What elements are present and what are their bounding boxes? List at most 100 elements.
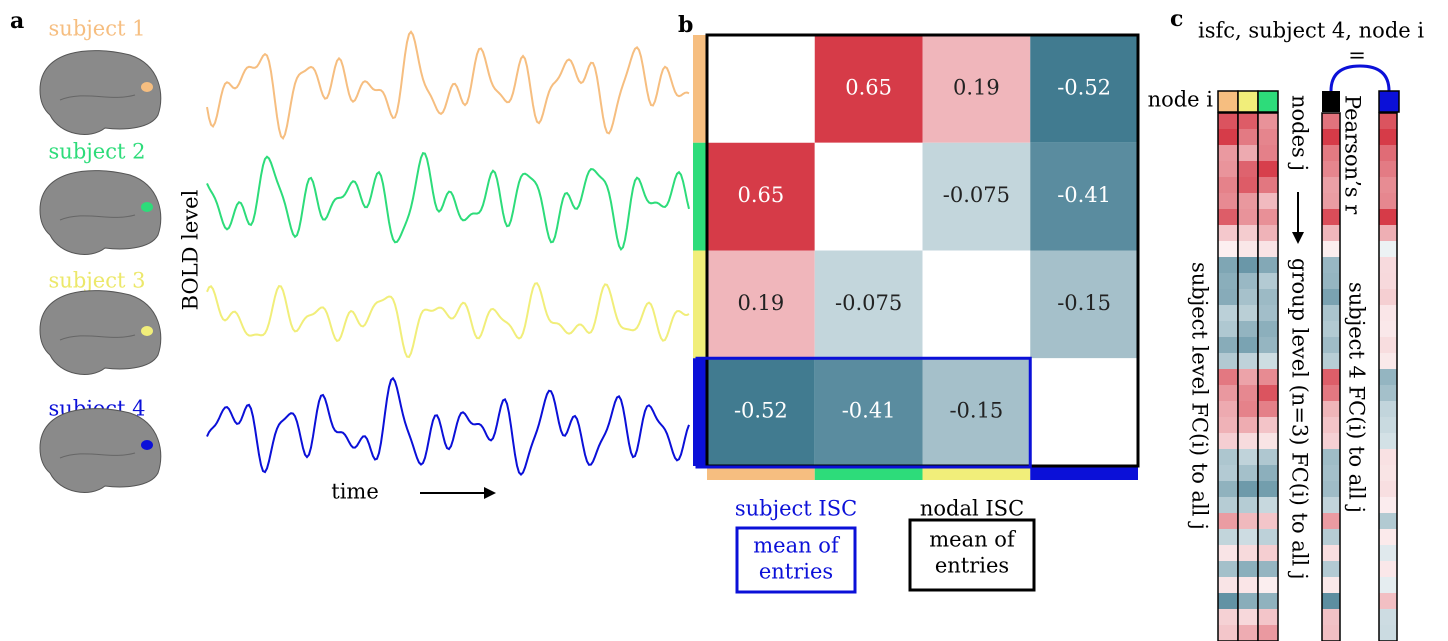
heat-cell <box>1258 593 1278 609</box>
subject4-label: subject 4 FC(i) to all j <box>1345 282 1369 513</box>
heat-cell <box>1258 257 1278 273</box>
heat-cell <box>1322 561 1340 577</box>
heat-cell <box>1379 161 1397 177</box>
heat-cell <box>1238 273 1258 289</box>
heat-cell <box>1258 145 1278 161</box>
heat-cell <box>1218 305 1238 321</box>
heat-cell <box>1379 129 1397 145</box>
heat-cell <box>1258 529 1278 545</box>
node-label: node i <box>1148 88 1214 112</box>
heat-cell <box>1379 225 1397 241</box>
heat-cell <box>1379 593 1397 609</box>
matrix-cell <box>1030 142 1138 251</box>
heat-cell <box>1238 113 1258 129</box>
heat-cell <box>1238 337 1258 353</box>
subject-isc-title: subject ISC <box>735 497 857 521</box>
cell-value: 0.19 <box>737 291 784 315</box>
matrix-cell <box>707 250 815 359</box>
bold-signal <box>206 152 690 252</box>
heat-cell <box>1322 545 1340 561</box>
sulcus <box>59 334 136 341</box>
heat-cell <box>1322 449 1340 465</box>
box-text: entries <box>759 560 833 584</box>
bold-signal <box>206 376 690 477</box>
heat-cell <box>1218 433 1238 449</box>
heat-cell <box>1238 129 1258 145</box>
group-label: group level (n=3) FC(i) to all j <box>1288 258 1312 579</box>
heat-cell <box>1322 417 1340 433</box>
heat-cell <box>1379 497 1397 513</box>
heat-cell <box>1322 433 1340 449</box>
nodes-j-label: nodes j <box>1288 95 1312 171</box>
heat-cell <box>1379 257 1397 273</box>
heat-cell <box>1258 561 1278 577</box>
heat-cell <box>1322 257 1340 273</box>
matrix: 0.65 0.19 -0.52 0.65 -0.075 -0.41 0.19 -0.075 -0… <box>693 33 1140 480</box>
heat-cell <box>1218 577 1238 593</box>
heat-cell <box>1379 273 1397 289</box>
heat-cell <box>1218 321 1238 337</box>
heat-cell <box>1258 417 1278 433</box>
heat-cell <box>1379 321 1397 337</box>
brain <box>39 170 162 255</box>
matrix-cell <box>814 250 923 359</box>
heat-cell <box>1322 401 1340 417</box>
equals: = <box>1348 44 1366 68</box>
heat-cell <box>1218 145 1238 161</box>
region <box>141 440 153 450</box>
heat-cell <box>1379 561 1397 577</box>
heat-cell <box>1218 353 1238 369</box>
cell-value: -0.15 <box>1057 291 1111 315</box>
heat-cell <box>1322 577 1340 593</box>
cell-value: -0.41 <box>842 399 896 423</box>
arrow-head <box>1292 232 1304 244</box>
col-color-bar <box>707 467 815 480</box>
subject-isc-outline <box>695 356 1032 469</box>
heat-cell <box>1218 257 1238 273</box>
heat-cell <box>1218 161 1238 177</box>
subject-level-label: subject level FC(i) to all j <box>1188 262 1212 530</box>
heat-cell <box>1379 113 1397 129</box>
heat-cell <box>1238 449 1258 465</box>
panel-title: isfc, subject 4, node i <box>1198 19 1424 43</box>
heat-cell <box>1322 625 1340 641</box>
heat-cell <box>1258 129 1278 145</box>
heat-cell <box>1218 529 1238 545</box>
brain <box>39 290 162 375</box>
heat-cell <box>1258 481 1278 497</box>
col-color-bar <box>1030 467 1138 480</box>
row-color-bar <box>693 250 707 359</box>
region <box>141 202 153 212</box>
matrix-cell <box>814 358 923 466</box>
row-color-bar <box>693 358 707 466</box>
heat-cell <box>1238 193 1258 209</box>
heat-cell <box>1218 129 1238 145</box>
heat-cell <box>1238 545 1258 561</box>
heat-cell <box>1238 577 1258 593</box>
heat-cell <box>1238 321 1258 337</box>
pearson-label: Pearson’s r <box>1341 95 1365 215</box>
heat-cell <box>1322 161 1340 177</box>
heat-cell <box>1218 449 1238 465</box>
heat-cell <box>1258 305 1278 321</box>
heat-cell <box>1238 257 1258 273</box>
heat-cell <box>1258 401 1278 417</box>
heat-cell <box>1379 209 1397 225</box>
heat-cell <box>1238 625 1258 641</box>
node-square <box>1378 90 1400 113</box>
row-color-bar <box>693 35 707 143</box>
heat-cell <box>1322 113 1340 129</box>
heat-cell <box>1379 337 1397 353</box>
heat-cell <box>1218 369 1238 385</box>
cell-value: 0.65 <box>845 75 892 99</box>
subject-label: subject 2 <box>49 140 146 164</box>
heat-cell <box>1218 465 1238 481</box>
matrix-cell <box>922 358 1031 466</box>
cell-value: 0.65 <box>737 183 784 207</box>
heat-cell <box>1322 593 1340 609</box>
heat-cell <box>1258 113 1278 129</box>
heat-cell <box>1379 385 1397 401</box>
brain <box>39 408 162 493</box>
heat-cell <box>1322 529 1340 545</box>
col-color-bar <box>814 467 923 480</box>
